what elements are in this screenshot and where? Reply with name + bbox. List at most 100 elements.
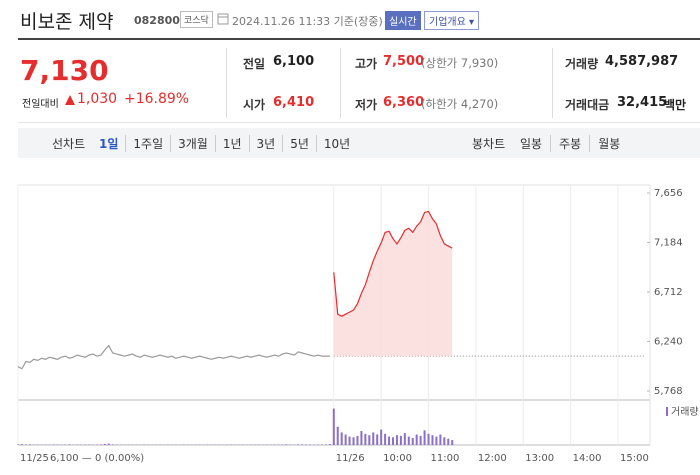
volume-bar — [415, 434, 418, 445]
volume-bar — [388, 436, 391, 445]
realtime-badge[interactable]: 실시간 — [385, 11, 421, 30]
stat-value: 7,500 — [383, 54, 425, 69]
company-button[interactable]: 기업개요 ▾ — [424, 11, 480, 30]
volume-bar — [111, 444, 114, 445]
stat-value: 32,415 — [617, 95, 668, 110]
company-button-label: 기업개요 — [429, 17, 466, 28]
volume-legend-swatch — [666, 407, 668, 416]
y-tick-label: 6,712 — [654, 287, 683, 298]
up-arrow — [65, 95, 75, 105]
stat-value: 4,587,987 — [605, 54, 679, 69]
x-tick-label: 11/25 — [20, 453, 49, 464]
volume-bar — [447, 438, 450, 445]
stat-label: 고가 — [355, 57, 378, 71]
volume-bar — [419, 435, 422, 445]
stock-code: 082800 — [134, 14, 180, 27]
volume-bar — [360, 431, 363, 445]
volume-bar — [368, 435, 371, 445]
volume-bar — [407, 436, 410, 445]
volume-bar — [384, 433, 387, 445]
stat-unit: 백만 — [664, 98, 687, 112]
stat-value: 6,410 — [273, 95, 315, 110]
stat-label: 거래대금 — [565, 98, 610, 112]
volume-bar — [403, 433, 406, 445]
stat-label: 저가 — [355, 98, 378, 112]
volume-bar — [411, 438, 414, 445]
period-tab[interactable]: 3개월 — [170, 135, 215, 152]
volume-bar — [28, 444, 31, 445]
candle-tab[interactable]: 주봉 — [550, 135, 589, 152]
volume-bar — [297, 444, 300, 445]
x-tick-label: 12:00 — [478, 453, 507, 464]
x-tick-label: 14:00 — [573, 453, 602, 464]
as-of-time: 2024.11.26 11:33 기준(장중) — [232, 15, 383, 28]
stat-value: 6,360 — [383, 95, 425, 110]
volume-bar — [399, 435, 402, 445]
volume-bar — [364, 433, 367, 445]
period-tab[interactable]: 10년 — [315, 135, 357, 152]
volume-bar — [336, 426, 339, 445]
area — [333, 211, 453, 357]
volume-bar — [392, 437, 394, 445]
stat-limit: (상한가 7,930) — [421, 56, 499, 70]
volume-bar — [99, 444, 102, 445]
volume-bar — [443, 437, 446, 445]
volume-bar — [395, 435, 398, 445]
volume-bar — [285, 444, 288, 445]
volume-bar — [340, 432, 343, 445]
period-list: 1일 1주일 3개월 1년 3년 5년 10년 — [92, 135, 357, 152]
volume-bar — [427, 433, 430, 445]
volume-bar — [301, 444, 304, 445]
volume-bar — [356, 435, 359, 445]
volume-bar — [435, 436, 438, 445]
period-tab[interactable]: 1주일 — [125, 135, 170, 152]
volume-bar — [431, 435, 434, 445]
period-tabs: 선차트 1일 1주일 3개월 1년 3년 5년 10년 봉차트 일봉 주봉 월봉 — [18, 128, 700, 158]
current-price: 7,130 — [20, 54, 109, 87]
period-tab[interactable]: 5년 — [282, 135, 316, 152]
stat-limit: (하한가 4,270) — [421, 97, 499, 111]
price-line — [333, 210, 453, 317]
volume-bar — [17, 444, 19, 445]
stat-label: 거래량 — [565, 57, 599, 71]
divider — [226, 48, 227, 118]
calendar-icon — [217, 13, 229, 25]
volume-bar — [451, 440, 454, 445]
change-pct: +16.89% — [124, 91, 190, 107]
divider — [340, 48, 341, 118]
change-label: 전일대비 — [22, 99, 59, 110]
y-tick-label: 5,768 — [654, 386, 683, 397]
candle-list: 일봉 주봉 월봉 — [512, 135, 628, 152]
x-tick-label: 11:00 — [431, 453, 460, 464]
stat-label: 전일 — [243, 57, 266, 71]
change-value: 1,030 — [77, 91, 118, 107]
period-tab[interactable]: 3년 — [248, 135, 283, 152]
volume-bar — [344, 434, 347, 445]
candle-chart-label: 봉차트 — [472, 137, 506, 151]
candle-tab[interactable]: 일봉 — [520, 137, 543, 151]
period-tab[interactable]: 1년 — [214, 135, 249, 152]
volume-legend: 거래량 — [671, 406, 699, 418]
volume-bar — [332, 408, 335, 445]
market-badge: 코스닥 — [180, 11, 213, 28]
volume-bar — [52, 444, 55, 445]
volume-bar — [68, 444, 71, 445]
y-tick-label: 7,184 — [654, 237, 683, 248]
volume-bar — [20, 444, 23, 445]
x-note: 6,100 — 0 (0.00%) — [50, 453, 144, 464]
price-line — [17, 344, 330, 370]
x-tick-label: 10:00 — [383, 453, 412, 464]
x-tick-label: 11/26 — [336, 453, 365, 464]
stat-value: 6,100 — [273, 54, 315, 69]
volume-bar — [281, 444, 284, 445]
volume-bar — [352, 437, 355, 445]
volume-bar — [348, 436, 351, 445]
volume-bar — [372, 432, 375, 445]
volume-bar — [328, 444, 331, 445]
volume-bar — [107, 443, 110, 445]
candle-tab[interactable]: 월봉 — [589, 135, 628, 152]
x-tick-label: 15:00 — [620, 453, 649, 464]
period-tab[interactable]: 1일 — [99, 137, 119, 151]
